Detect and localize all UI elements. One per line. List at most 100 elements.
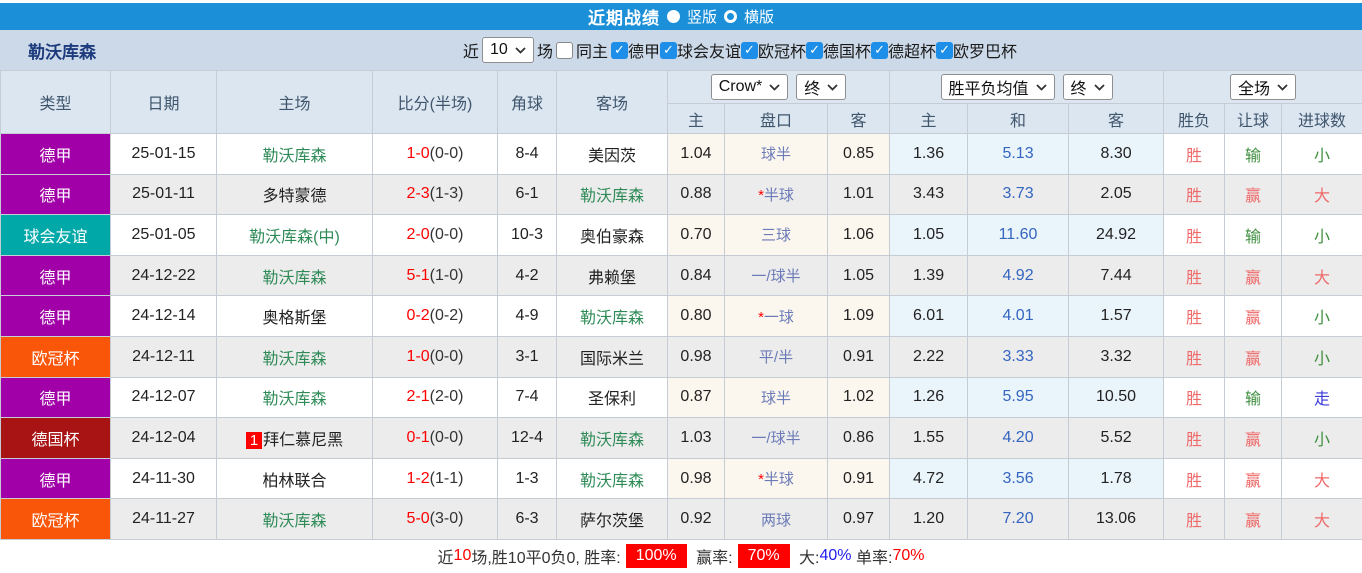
handicap-name: 一球 — [763, 308, 794, 326]
league-checkbox-checked[interactable]: ✓ — [936, 41, 954, 59]
result-handicap: 输 — [1224, 133, 1283, 175]
near-label: 近 — [462, 44, 479, 61]
away-team-cell: 勒沃库森 — [556, 173, 668, 216]
result-goals: 小 — [1281, 133, 1362, 175]
odds-time-select[interactable]: 终 — [796, 74, 847, 100]
halftime-score: (0-0) — [429, 225, 464, 243]
halftime-score: (1-3) — [429, 185, 464, 203]
league-checkbox-checked[interactable]: ✓ — [610, 41, 628, 59]
league-checkbox-checked[interactable]: ✓ — [741, 41, 758, 59]
crow-home-odds: 0.98 — [667, 335, 725, 378]
crow-home-odds: 0.80 — [667, 295, 725, 337]
date-cell: 25-01-11 — [110, 173, 217, 216]
fulltime-score: 2-0 — [406, 225, 430, 243]
chevron-down-icon — [515, 46, 526, 54]
type-cell: 德甲 — [0, 295, 111, 337]
radio-horizontal-layout[interactable] — [724, 10, 737, 23]
home-team-cell: 勒沃库森 — [216, 335, 373, 378]
type-cell: 德甲 — [0, 254, 111, 297]
result-handicap: 赢 — [1224, 417, 1283, 459]
handicap-star: * — [758, 308, 764, 326]
league-label: 德甲 — [627, 44, 660, 61]
handicap-star: * — [758, 186, 764, 204]
avg-away-odds: 1.78 — [1068, 457, 1165, 500]
same-home-label: 同主 — [575, 44, 608, 61]
avg-type-select[interactable]: 胜平负均值 — [940, 74, 1055, 100]
avg-draw-odds: 5.13 — [967, 133, 1070, 175]
avg-away-odds: 10.50 — [1068, 376, 1165, 419]
score-cell: 5-0(3-0) — [372, 498, 498, 540]
odds-company-select[interactable]: Crow* — [710, 74, 789, 100]
league-filter: ✓ 欧冠杯 — [741, 38, 806, 62]
home-team-cell: 勒沃库森 — [216, 254, 373, 297]
chevron-down-icon — [769, 83, 780, 91]
result-handicap: 赢 — [1224, 173, 1283, 216]
league-checkbox-checked[interactable]: ✓ — [659, 41, 677, 59]
match-history-table: 类型 日期 主场 比分(半场) 角球 客场 Crow* 终 — [0, 70, 1362, 540]
home-team-name: 勒沃库森 — [262, 269, 327, 287]
result-wdl: 胜 — [1163, 173, 1226, 216]
avg-draw-odds: 3.73 — [967, 173, 1070, 216]
date-cell: 24-12-04 — [110, 417, 217, 459]
matches-unit-label: 场 — [536, 44, 553, 61]
away-team-name: 圣保利 — [587, 391, 636, 409]
avg-home-odds: 2.22 — [889, 335, 969, 378]
halftime-score: (0-0) — [429, 144, 464, 162]
result-wdl: 胜 — [1163, 295, 1226, 337]
league-checkbox-checked[interactable]: ✓ — [806, 41, 824, 59]
avg-type-value: 胜平负均值 — [948, 81, 1029, 98]
halftime-score: (0-2) — [429, 307, 464, 325]
result-handicap: 赢 — [1224, 254, 1283, 297]
score-cell: 1-2(1-1) — [372, 457, 498, 500]
fulltime-score: 5-0 — [406, 510, 430, 528]
summary-segment: 近 — [437, 550, 454, 568]
chevron-down-icon — [827, 83, 838, 91]
avg-time-select[interactable]: 终 — [1062, 74, 1113, 100]
home-team-name: 多特蒙德 — [262, 188, 327, 206]
score-cell: 5-1(1-0) — [372, 254, 498, 297]
same-home-checkbox[interactable] — [555, 41, 573, 59]
away-team-cell: 弗赖堡 — [556, 254, 668, 297]
away-team-name: 奥伯豪森 — [579, 228, 644, 246]
handicap-name: 球半 — [760, 389, 791, 407]
corner-cell: 4-9 — [497, 295, 557, 337]
crow-away-odds: 1.09 — [826, 295, 891, 337]
crow-away-odds: 1.06 — [826, 214, 891, 256]
radio-vertical-layout[interactable] — [666, 10, 680, 23]
away-team-name: 勒沃库森 — [579, 310, 644, 328]
match-row: 欧冠杯 24-12-11 勒沃库森 1-0(0-0) 3-1 国际米兰 0.98 平/半 0.9… — [0, 335, 1362, 378]
handicap-cell: 球半 — [724, 376, 828, 419]
radio-horizontal-label[interactable]: 横版 — [744, 9, 775, 26]
handicap-cell: *一球 — [724, 295, 828, 337]
type-cell: 德甲 — [0, 376, 111, 419]
home-team-cell: 奥格斯堡 — [216, 295, 373, 337]
avg-away-odds: 1.57 — [1068, 295, 1165, 337]
away-team-name: 弗赖堡 — [587, 269, 636, 287]
league-checkboxes: ✓ 德甲 ✓ 球会友谊 ✓ 欧冠杯 ✓ 德国杯 ✓ 德超杯 ✓ 欧罗巴杯 — [610, 38, 1017, 62]
match-count-select[interactable]: 10 — [481, 37, 534, 63]
date-cell: 24-11-27 — [110, 498, 217, 540]
home-team-name: 勒沃库森 — [262, 391, 327, 409]
subheader-let: 让球 — [1224, 103, 1283, 134]
home-team-name: 奥格斯堡 — [262, 310, 327, 328]
radio-vertical-label[interactable]: 竖版 — [686, 9, 717, 26]
score-cell: 2-3(1-3) — [372, 173, 498, 216]
avg-draw-odds: 11.60 — [967, 214, 1070, 256]
topbar: 近期战绩 竖版 横版 — [0, 3, 1362, 30]
handicap-name: 半球 — [763, 471, 794, 489]
scope-select[interactable]: 全场 — [1230, 74, 1297, 100]
home-team-name: 勒沃库森 — [262, 350, 327, 368]
page-title: 近期战绩 — [587, 9, 660, 28]
crow-away-odds: 0.91 — [826, 335, 891, 378]
avg-home-odds: 1.55 — [889, 417, 969, 459]
result-goals: 大 — [1281, 173, 1362, 216]
crow-home-odds: 0.98 — [667, 457, 725, 500]
avg-away-odds: 5.52 — [1068, 417, 1165, 459]
result-wdl: 胜 — [1163, 133, 1226, 175]
type-cell: 球会友谊 — [0, 214, 111, 256]
league-checkbox-checked[interactable]: ✓ — [871, 41, 889, 59]
scope-value: 全场 — [1238, 81, 1271, 98]
handicap-cell: *半球 — [724, 457, 828, 500]
summary-segment: 70% — [737, 544, 790, 569]
halftime-score: (0-0) — [429, 428, 464, 446]
